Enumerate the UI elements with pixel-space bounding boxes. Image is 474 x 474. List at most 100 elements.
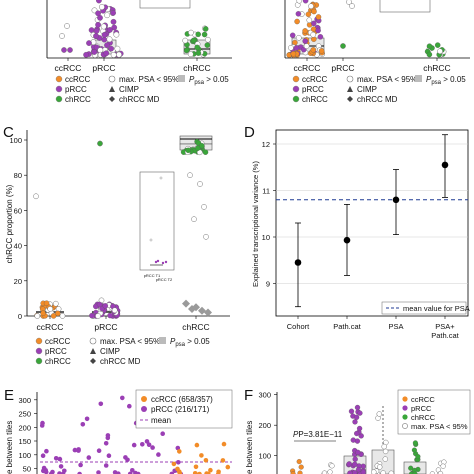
x-tick-label-d: Cohort (287, 322, 310, 331)
point-prcc (104, 12, 111, 19)
point-ccrcc (64, 23, 70, 29)
point-chrcc (412, 471, 418, 474)
legend-label-ccrcc: ccRCC (302, 75, 328, 84)
point-prcc (89, 312, 95, 319)
point-prcc (103, 50, 110, 57)
legend-marker-ccrcc (141, 396, 147, 402)
point-psa (376, 411, 383, 417)
point-prcc (150, 445, 155, 450)
data-point (441, 161, 449, 169)
point-prcc (86, 40, 92, 46)
legend-marker-ppsa (159, 337, 166, 344)
point-chrcc (195, 31, 201, 38)
y-tick-label-c: 80 (14, 171, 22, 180)
point-ccrcc (55, 310, 61, 317)
y-tick-label-c: 40 (14, 242, 22, 251)
tick-label-prcc: pRCC (94, 322, 117, 332)
point-prcc (103, 441, 109, 446)
point-chrcc (408, 465, 414, 471)
point-chrcc (204, 42, 211, 48)
point-prcc (105, 433, 111, 438)
legend-label-chrcc: chRCC (45, 357, 71, 366)
tick-label-ccrcc: ccRCC (37, 322, 64, 332)
y-tick-label-f: 200 (258, 421, 271, 430)
legend-c: ccRCC pRCC chRCC max. PSA < 95% CIMP chR… (35, 337, 210, 366)
point-prcc (39, 423, 45, 428)
x-tick-label-d: Path.cat (333, 322, 361, 331)
point-psa (329, 463, 335, 469)
point-prcc (44, 448, 49, 454)
y-tick-label-d: 10 (262, 233, 270, 242)
point-ccrcc (306, 17, 313, 24)
point-prcc (100, 23, 107, 30)
point-ccrcc (43, 300, 50, 306)
point-prcc (355, 466, 362, 473)
point-prcc (116, 51, 122, 58)
point-chrcc (185, 147, 192, 154)
point-ccrcc (220, 458, 226, 463)
point-prcc (169, 471, 175, 474)
y-tick-label-e: 300 (18, 396, 31, 405)
legend-label-ccrcc: ccRCC (45, 337, 71, 346)
legend-label-ccrcc: ccRCC (411, 395, 435, 404)
y-tick-label-c: 60 (14, 206, 22, 215)
point-ccrcc (311, 8, 317, 15)
point-prcc (106, 36, 113, 43)
y-tick-label-e: 200 (18, 423, 31, 432)
point-prcc (62, 468, 67, 474)
point-chrcc (202, 149, 209, 155)
legend-marker-psa (346, 75, 354, 83)
point-chrcc (190, 37, 197, 44)
tick-label-chrcc: chRCC (182, 322, 209, 332)
point-ccrcc (308, 3, 314, 10)
point-prcc (356, 425, 363, 432)
legend-marker-chrcc-md (109, 96, 115, 102)
point-chrcc (411, 447, 417, 453)
y-ticks-c: 0 20 40 60 80 100 (9, 136, 27, 321)
legend-e: ccRCC (658/357) pRCC (216/171) mean (135, 389, 233, 429)
y-tick-label-d: 9 (266, 280, 270, 289)
y-tick-label-d: 12 (262, 140, 270, 149)
point-ccrcc (199, 453, 204, 458)
point-ccrcc (61, 47, 67, 53)
point-prcc (156, 452, 161, 457)
legend-marker-cimp (109, 86, 115, 92)
point-chrcc (194, 44, 200, 51)
legend-marker-ccrcc (292, 75, 300, 83)
inset-tick-t1: pRCC T1 (144, 273, 161, 278)
legend-label-chrcc-md: chRCC MD (357, 95, 398, 104)
legend-marker-chrcc-md (90, 358, 96, 364)
point-ccrcc (221, 441, 227, 447)
point-ccrcc (208, 467, 213, 473)
legend-label-cimp: CIMP (357, 85, 377, 94)
point-prcc (104, 42, 110, 49)
y-axis-label: Explained transcriptional variance (%) (251, 161, 260, 287)
y-tick-label-c: 0 (18, 312, 22, 321)
points-c (33, 138, 212, 319)
point-prcc (131, 442, 137, 448)
point-prcc (160, 431, 165, 437)
point-prcc (95, 313, 101, 319)
series-d: Cohort Path.cat PSA PSA+Path.cat (287, 134, 460, 340)
points-a (59, 0, 211, 58)
legend-marker-prcc (55, 85, 63, 93)
point-ccrcc (216, 471, 221, 474)
point-prcc (110, 51, 117, 58)
x-tick-label-d: Path.cat (431, 331, 459, 340)
point-prcc (57, 471, 62, 474)
point-prcc (76, 448, 81, 453)
legend-label-prcc: pRCC (302, 85, 324, 94)
legend-marker-chrcc (35, 357, 43, 365)
point-ccrcc (194, 442, 200, 448)
point-ccrcc (193, 464, 199, 470)
point-chrcc-md (182, 299, 190, 308)
panel-letter-f: F (244, 387, 253, 404)
point-prcc (346, 0, 352, 5)
point-chrcc (412, 440, 418, 446)
point-ccrcc (318, 48, 325, 54)
legend-label-ppsa: Ppsa > 0.05 (189, 75, 229, 86)
legend-label-chrcc-md: chRCC MD (119, 95, 160, 104)
point-ccrcc (305, 11, 312, 18)
point-ccrcc (52, 300, 59, 307)
